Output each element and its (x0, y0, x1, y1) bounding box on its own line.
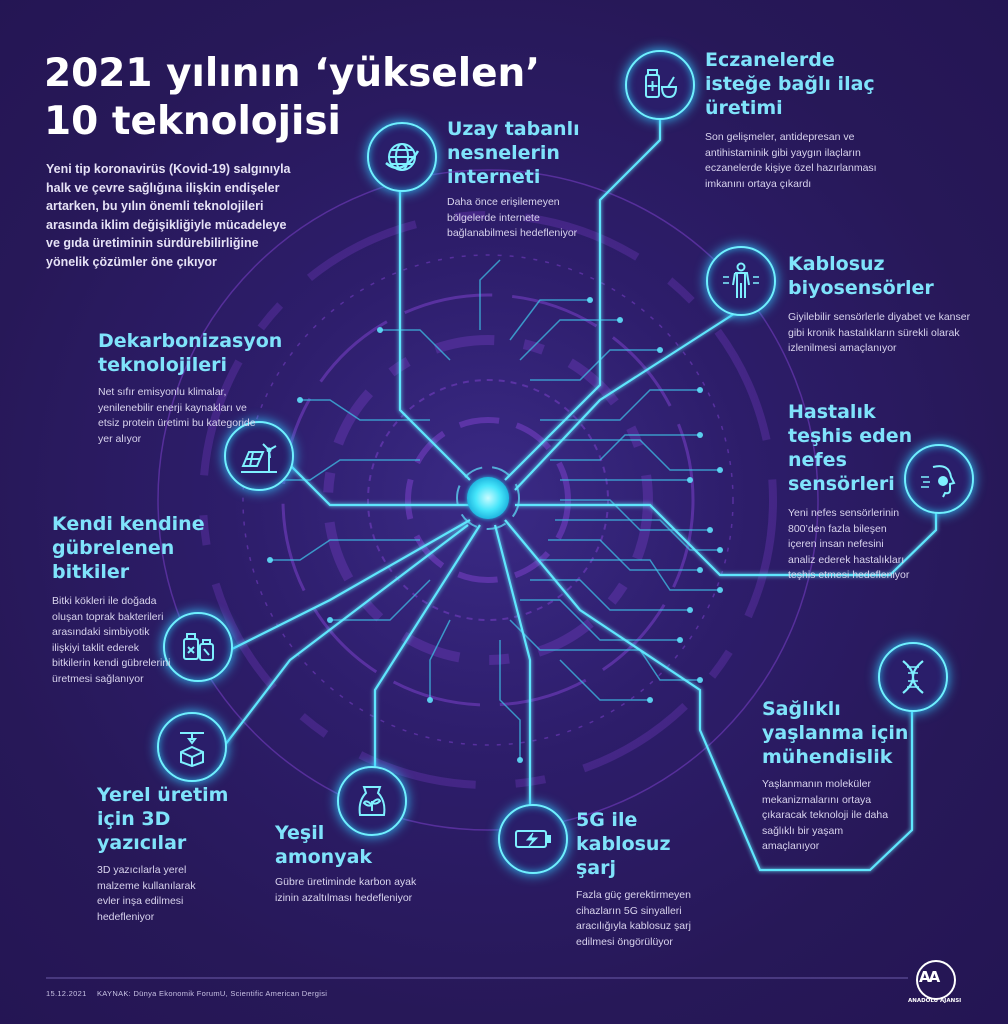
tech-heading: 5G ile kablosuz şarj (576, 809, 671, 879)
tech-description: Gübre üretiminde karbon ayak izinin azal… (275, 876, 417, 904)
pharmacy-icon (645, 69, 678, 99)
tech-icon-circle-1 (367, 122, 437, 192)
tech-item-biosensors: Kablosuz biyosensörler Giyilebilir sensö… (788, 252, 978, 357)
tech-heading: Sağlıklı yaşlanma için mühendislik (762, 698, 909, 768)
tech-description: Daha önce erişilemeyen bölgelerde intern… (447, 196, 578, 239)
ammonia-bag-icon (358, 786, 386, 816)
breath-sensor-icon (921, 465, 956, 498)
tech-item-space-iot: Uzay tabanlı nesnelerin interneti Daha ö… (447, 117, 627, 242)
tech-item-self-fertilizing: Kendi kendine gübrelenen bitkiler Bitki … (52, 512, 212, 687)
dna-icon (902, 660, 924, 694)
tech-icon-circle-4 (224, 421, 294, 491)
tech-description: Fazla güç gerektirmeyen cihazların 5G si… (576, 889, 691, 948)
tech-icon-circle-9 (337, 766, 407, 836)
footer-source: KAYNAK: Dünya Ekonomik ForumU, Scientifi… (97, 989, 328, 998)
central-hub (467, 477, 509, 519)
tech-heading: Yeşil amonyak (275, 822, 373, 868)
tech-icon-circle-3 (706, 246, 776, 316)
tech-icon-circle-7 (878, 642, 948, 712)
tech-icon-circle-10 (498, 804, 568, 874)
circuit-traces (270, 259, 720, 760)
tech-heading: Dekarbonizasyon teknolojileri (98, 330, 283, 376)
globe-icon (385, 143, 420, 171)
tech-item-healthy-aging: Sağlıklı yaşlanma için mühendislik Yaşla… (762, 697, 932, 855)
tech-icon-circle-8 (157, 712, 227, 782)
tech-description: Yeni nefes sensörlerinin 800’den fazla b… (788, 507, 910, 581)
logo-mark: AA (919, 968, 940, 986)
tech-description: Son gelişmeler, antidepresan ve antihist… (705, 131, 877, 190)
tech-icon-circle-6 (163, 612, 233, 682)
battery-charging-icon (515, 830, 551, 848)
tech-icon-circle-2 (625, 50, 695, 120)
fertilizer-icon (183, 633, 214, 661)
footer-date: 15.12.2021 (46, 989, 87, 998)
logo-name: ANADOLU AJANSI (908, 998, 962, 1004)
concentric-rings (157, 169, 819, 831)
intro-text: Yeni tip koronavirüs (Kovid-19) salgınıy… (46, 162, 291, 269)
tech-item-pharmacy: Eczanelerde isteğe bağlı ilaç üretimi So… (705, 48, 895, 192)
tech-heading: Kendi kendine gübrelenen bitkiler (52, 513, 205, 583)
tech-heading: Hastalık teşhis eden nefes sensörleri (788, 401, 913, 495)
title-line-1: 2021 yılının ‘yükselen’ (44, 51, 541, 96)
tech-heading: Eczanelerde isteğe bağlı ilaç üretimi (705, 49, 875, 119)
tech-description: Yaşlanmanın moleküler mekanizmalarını or… (762, 778, 889, 852)
page-title: 2021 yılının ‘yükselen’ 10 teknolojisi (44, 50, 540, 146)
tech-icon-circle-5 (904, 444, 974, 514)
renewable-energy-icon (241, 443, 277, 473)
tech-item-breath-sensors: Hastalık teşhis eden nefes sensörleri Ye… (788, 400, 918, 584)
tech-description: 3D yazıcılarla yerel malzeme kullanılara… (97, 864, 196, 923)
tech-heading: Uzay tabanlı nesnelerin interneti (447, 118, 580, 188)
3d-printer-icon (180, 732, 204, 767)
anadolu-agency-logo: AA ANADOLU AJANSI (908, 958, 962, 1008)
tech-item-decarbonization: Dekarbonizasyon teknolojileri Net sıfır … (98, 329, 298, 447)
title-line-2: 10 teknolojisi (44, 99, 341, 144)
tech-description: Net sıfır emisyonlu klimalar, yenilenebi… (98, 386, 256, 445)
tech-item-3d-printers: Yerel üretim için 3D yazıcılar 3D yazıcı… (97, 783, 237, 925)
human-body-icon (723, 262, 759, 298)
tech-item-green-ammonia: Yeşil amonyak Gübre üretiminde karbon ay… (275, 821, 425, 906)
tech-heading: Yerel üretim için 3D yazıcılar (97, 784, 229, 854)
tech-description: Giyilebilir sensörlerle diyabet ve kanse… (788, 311, 971, 354)
tech-description: Bitki kökleri ile doğada oluşan toprak b… (52, 595, 171, 685)
tech-item-5g-charging: 5G ile kablosuz şarj Fazla güç gerektirm… (576, 808, 716, 950)
tech-heading: Kablosuz biyosensörler (788, 253, 934, 299)
